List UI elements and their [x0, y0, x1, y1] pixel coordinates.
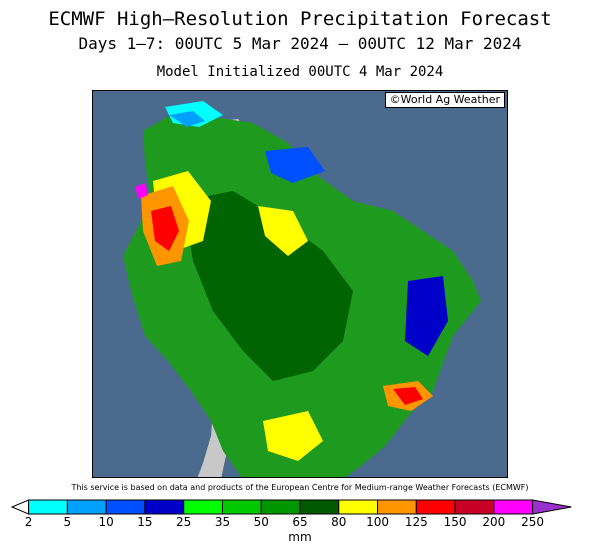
scale-tick-label: 125	[404, 515, 428, 529]
forecast-period: Days 1—7: 00UTC 5 Mar 2024 — 00UTC 12 Ma…	[78, 34, 522, 53]
rain-50-65	[183, 191, 353, 381]
scale-swatch	[415, 499, 456, 515]
scale-swatch	[260, 499, 301, 515]
map-canvas	[123, 101, 481, 477]
scale-tick-label: 15	[137, 515, 153, 529]
rain-15-25-northeast	[405, 276, 448, 356]
precipitation-map: ©World Ag Weather	[92, 90, 508, 478]
rain-100-125-andes	[151, 206, 179, 251]
ecmwf-disclaimer: This service is based on data and produc…	[71, 483, 529, 492]
credit-label: ©World Ag Weather	[384, 92, 505, 108]
scale-tick-label: 80	[331, 515, 347, 529]
rain-150-200-andes	[135, 183, 148, 199]
model-init-time: Model Initialized 00UTC 4 Mar 2024	[156, 64, 444, 80]
rain-65-80-south	[263, 411, 323, 461]
scale-swatch	[299, 499, 340, 515]
scale-tick-label: 25	[176, 515, 192, 529]
scale-tick-label: 50	[253, 515, 269, 529]
scale-tick-label: 65	[292, 515, 308, 529]
forecast-title: ECMWF High—Resolution Precipitation Fore…	[48, 8, 552, 30]
color-scale-bar	[10, 499, 572, 515]
scale-tick-label: 200	[482, 515, 506, 529]
scale-arrow-high	[532, 499, 572, 515]
scale-swatch	[221, 499, 262, 515]
scale-swatch	[338, 499, 379, 515]
unit-label: mm	[288, 530, 312, 544]
scale-swatch	[454, 499, 495, 515]
scale-arrow-low	[10, 499, 30, 515]
rain-65-80-north	[258, 206, 308, 256]
scale-tick-label: 100	[366, 515, 389, 529]
scale-swatch	[493, 499, 534, 515]
scale-tick-label: 10	[98, 515, 114, 529]
scale-tick-label: 250	[521, 515, 545, 529]
rain-100-125-southeast	[393, 387, 423, 405]
scale-swatch	[105, 499, 146, 515]
scale-tick-label: 35	[214, 515, 231, 529]
scale-swatch	[183, 499, 223, 515]
scale-swatch	[66, 499, 107, 515]
scale-tick-label: 2	[24, 515, 33, 529]
rain-5-10-caribbean	[169, 111, 205, 127]
scale-swatch	[377, 499, 417, 515]
rain-10-15-coast	[265, 147, 325, 183]
scale-swatch	[144, 499, 185, 515]
scale-tick-label: 5	[63, 515, 72, 529]
scale-swatch	[28, 499, 68, 515]
scale-tick-label: 150	[443, 515, 467, 529]
